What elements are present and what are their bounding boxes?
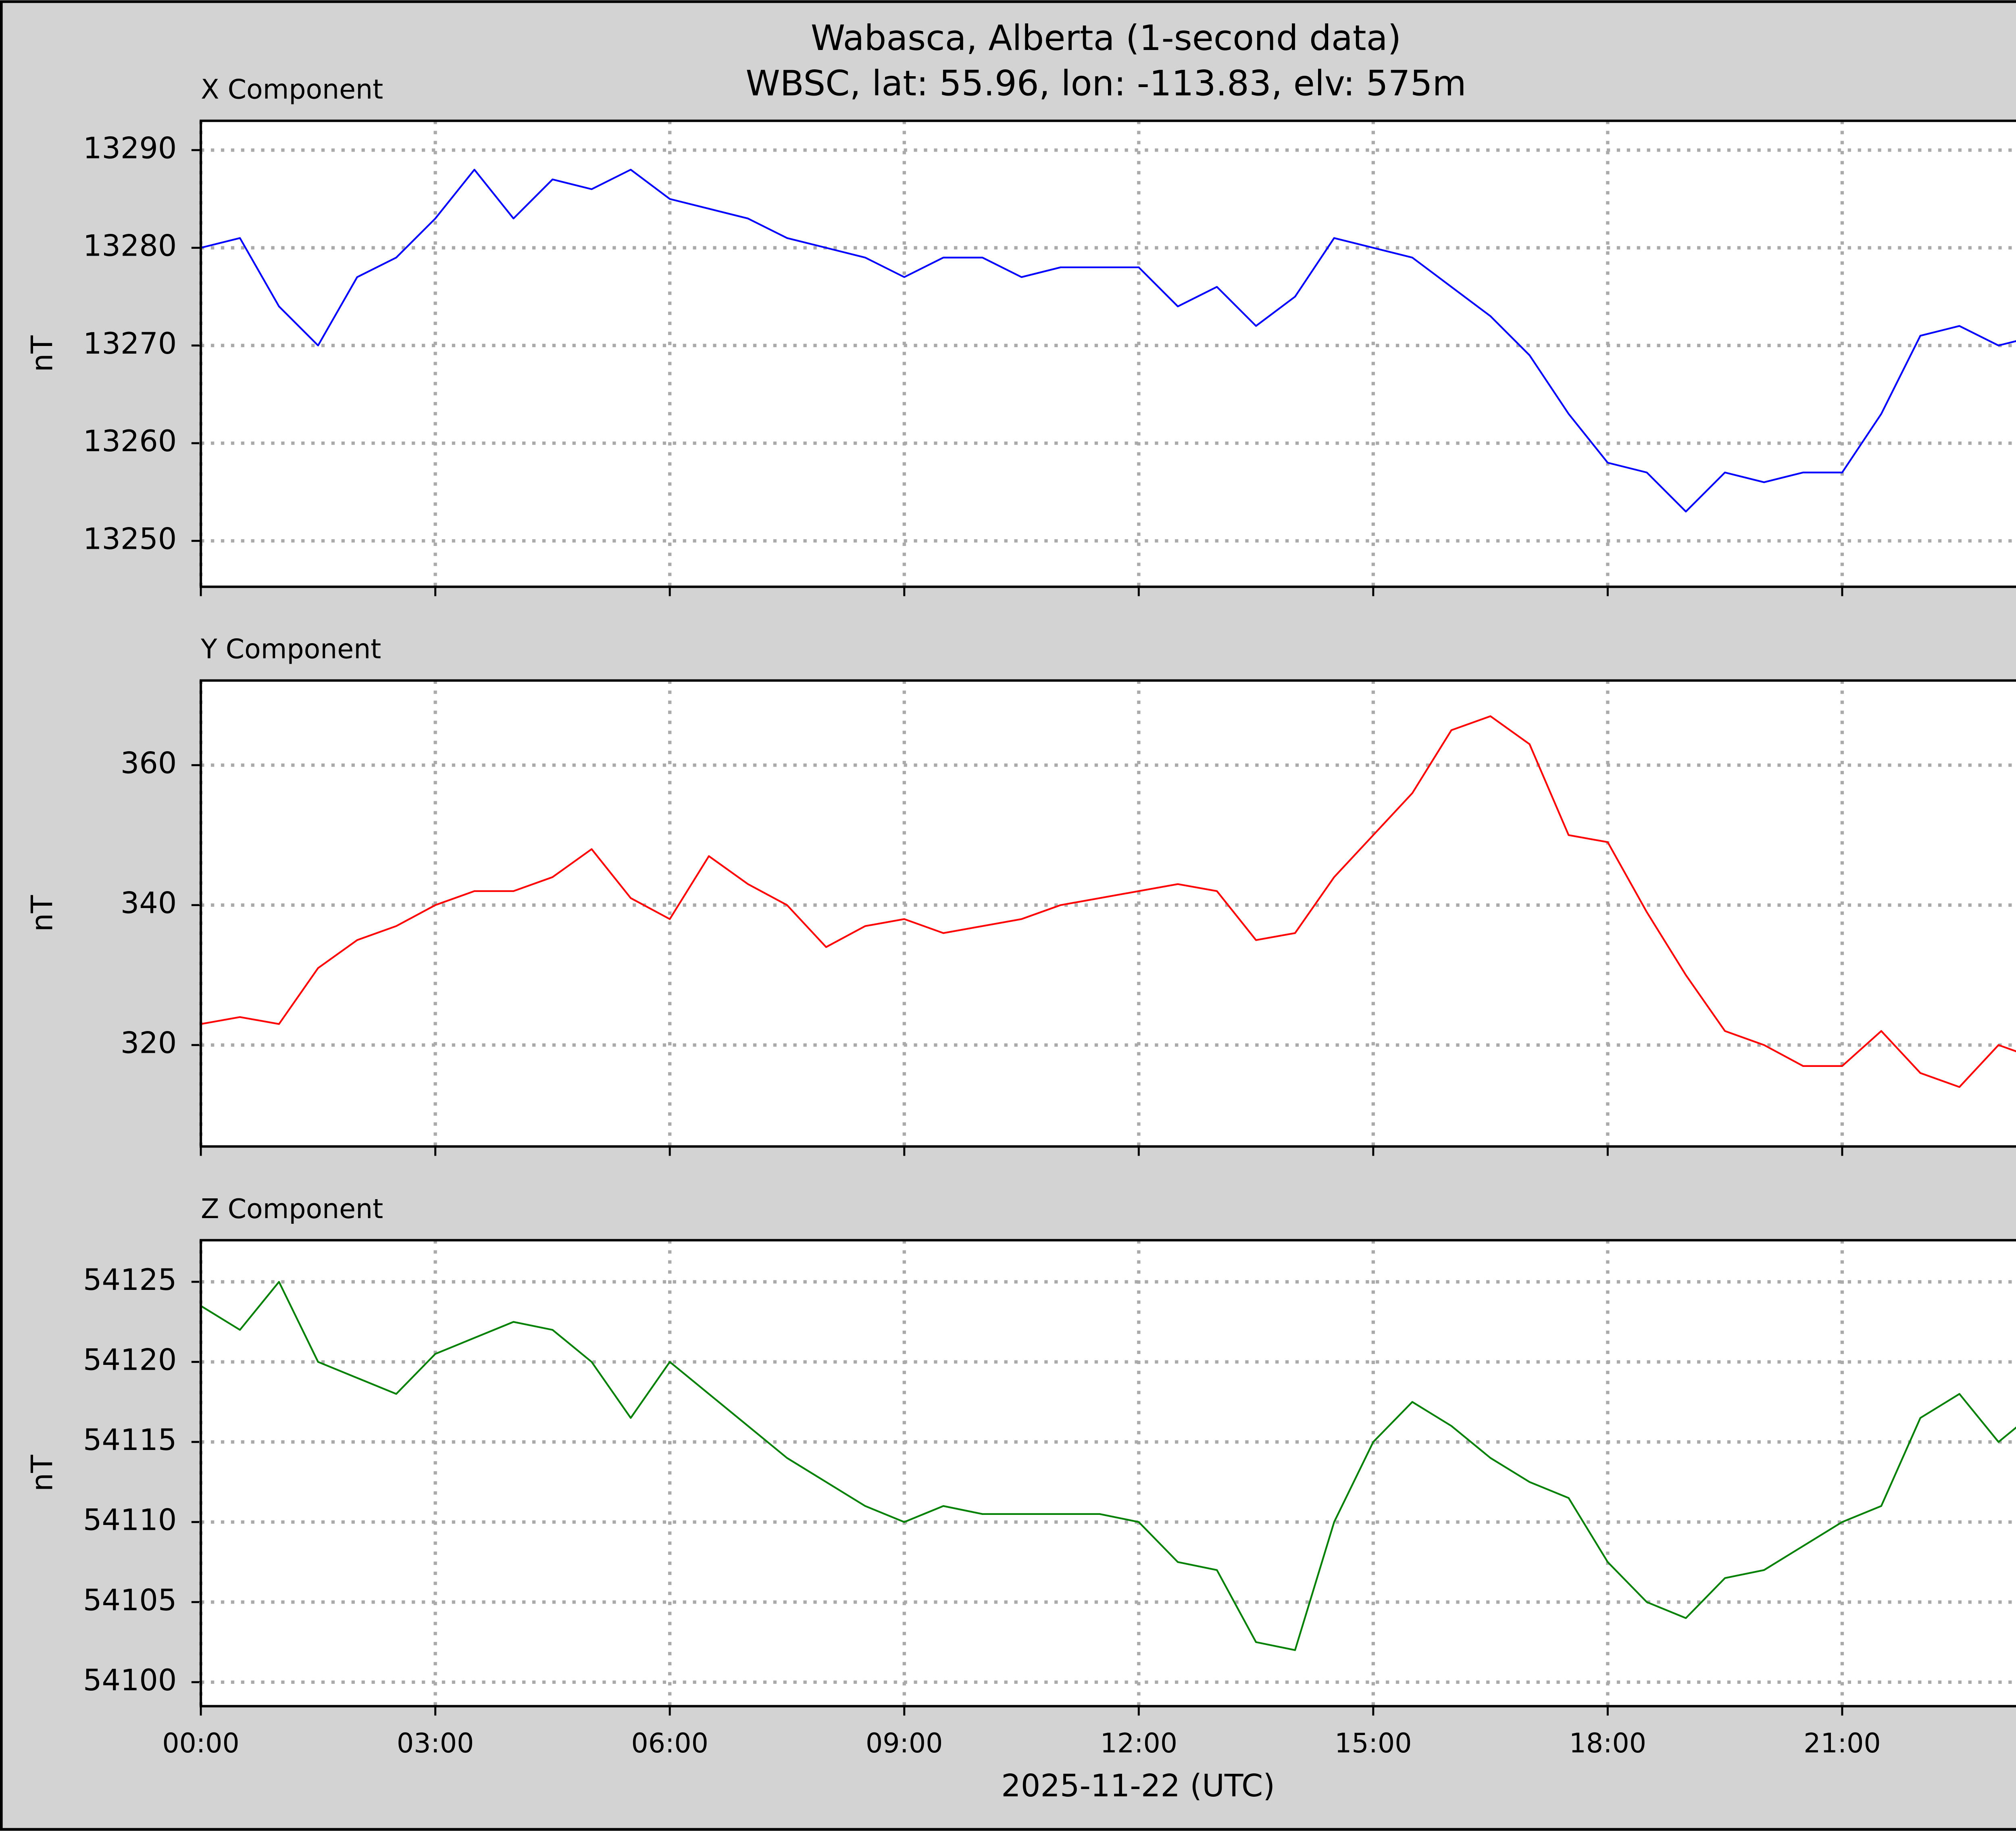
x-tick-label: 12:00	[1100, 1727, 1177, 1759]
x-tick-label: 15:00	[1335, 1727, 1412, 1759]
plot-area	[201, 1240, 2016, 1706]
x-tick-label: 03:00	[397, 1727, 474, 1759]
y-tick-label: 54100	[83, 1663, 177, 1698]
x-tick-label: 21:00	[1804, 1727, 1881, 1759]
x-tick-label: 00:00	[162, 1727, 239, 1759]
y-tick-label: 13270	[83, 327, 177, 361]
y-tick-label: 13250	[83, 522, 177, 556]
x-tick-label: 06:00	[631, 1727, 708, 1759]
y-tick-label: 54110	[83, 1503, 177, 1537]
data-line	[200, 169, 2016, 512]
data-line	[200, 715, 2016, 1088]
y-tick-label: 13280	[83, 229, 177, 263]
y-axis-label: nT	[25, 895, 60, 932]
x-tick-label: 18:00	[1569, 1727, 1646, 1759]
plot-area	[201, 121, 2016, 587]
y-tick-label: 13260	[83, 424, 177, 458]
y-tick-label: 13290	[83, 131, 177, 165]
plot-frame	[200, 679, 2016, 1148]
panel-title: Y Component	[200, 633, 381, 665]
y-tick-label: 360	[121, 746, 177, 781]
y-tick-label: 320	[121, 1026, 177, 1060]
y-tick-label: 54120	[83, 1343, 177, 1377]
y-axis-label: nT	[25, 1455, 60, 1491]
data-line	[200, 1281, 2016, 1651]
plot-frame	[200, 1239, 2016, 1708]
figure-subtitle: WBSC, lat: 55.96, lon: -113.83, elv: 575…	[746, 64, 1466, 104]
y-tick-label: 54105	[83, 1583, 177, 1617]
y-axis-label: nT	[25, 335, 60, 372]
figure-title: Wabasca, Alberta (1-second data)	[811, 18, 1402, 58]
panel-title: X Component	[201, 74, 383, 105]
y-tick-label: 54115	[83, 1423, 177, 1457]
x-axis-label: 2025-11-22 (UTC)	[1001, 1768, 1275, 1804]
x-tick-label: 09:00	[866, 1727, 943, 1759]
y-tick-label: 54125	[83, 1263, 177, 1297]
y-tick-label: 340	[121, 886, 177, 921]
plot-area	[201, 680, 2016, 1147]
panel-title: Z Component	[201, 1193, 383, 1225]
plot-frame	[200, 119, 2016, 588]
